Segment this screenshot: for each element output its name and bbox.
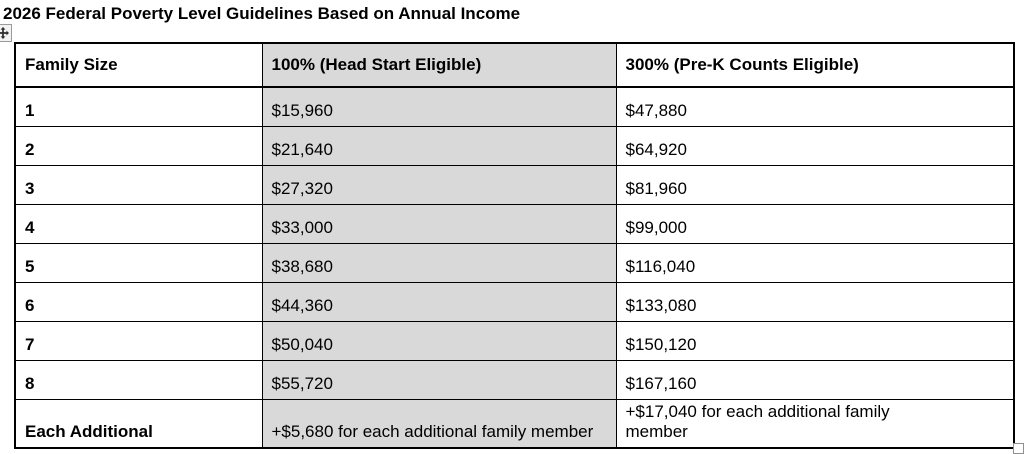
- fpl-100-cell[interactable]: $33,000: [261, 203, 617, 244]
- table-row: 1 $15,960 $47,880: [14, 86, 1015, 127]
- table-header-row: Family Size 100% (Head Start Eligible) 3…: [14, 42, 1015, 88]
- fpl-300-cell[interactable]: $64,920: [615, 125, 1015, 166]
- family-size-cell[interactable]: Each Additional: [14, 398, 263, 449]
- fpl-100-cell[interactable]: $44,360: [261, 281, 617, 322]
- fpl-100-cell[interactable]: $27,320: [261, 164, 617, 205]
- family-size-cell[interactable]: 6: [14, 281, 263, 322]
- table-row-each-additional: Each Additional +$5,680 for each additio…: [14, 398, 1015, 449]
- table-move-handle[interactable]: [0, 24, 12, 42]
- fpl-100-cell[interactable]: $55,720: [261, 359, 617, 400]
- fpl-300-cell[interactable]: $99,000: [615, 203, 1015, 244]
- family-size-cell[interactable]: 1: [14, 86, 263, 127]
- table-row: 8 $55,720 $167,160: [14, 359, 1015, 400]
- family-size-cell[interactable]: 2: [14, 125, 263, 166]
- family-size-cell[interactable]: 7: [14, 320, 263, 361]
- table-row: 3 $27,320 $81,960: [14, 164, 1015, 205]
- col-header-family-size[interactable]: Family Size: [14, 42, 263, 88]
- fpl-300-cell[interactable]: +$17,040 for each additional family memb…: [615, 398, 1015, 449]
- fpl-100-cell[interactable]: $15,960: [261, 86, 617, 127]
- fpl-300-cell[interactable]: $167,160: [615, 359, 1015, 400]
- family-size-cell[interactable]: 4: [14, 203, 263, 244]
- fpl-100-cell[interactable]: $38,680: [261, 242, 617, 283]
- poverty-guidelines-table: Family Size 100% (Head Start Eligible) 3…: [14, 42, 1015, 449]
- fpl-300-cell[interactable]: $116,040: [615, 242, 1015, 283]
- family-size-cell[interactable]: 5: [14, 242, 263, 283]
- fpl-100-additional-text: +$5,680 for each additional family membe…: [271, 421, 594, 441]
- table-row: 6 $44,360 $133,080: [14, 281, 1015, 322]
- table-row: 5 $38,680 $116,040: [14, 242, 1015, 283]
- fpl-300-additional-text: +$17,040 for each additional family memb…: [625, 401, 890, 441]
- fpl-100-cell[interactable]: $21,640: [261, 125, 617, 166]
- col-header-300-percent[interactable]: 300% (Pre-K Counts Eligible): [615, 42, 1015, 88]
- table-resize-handle[interactable]: [1013, 443, 1024, 454]
- fpl-100-cell[interactable]: $50,040: [261, 320, 617, 361]
- family-size-cell[interactable]: 3: [14, 164, 263, 205]
- fpl-100-cell[interactable]: +$5,680 for each additional family membe…: [261, 398, 617, 449]
- fpl-300-cell[interactable]: $81,960: [615, 164, 1015, 205]
- table-row: 2 $21,640 $64,920: [14, 125, 1015, 166]
- table-row: 4 $33,000 $99,000: [14, 203, 1015, 244]
- fpl-300-cell[interactable]: $133,080: [615, 281, 1015, 322]
- table-row: 7 $50,040 $150,120: [14, 320, 1015, 361]
- col-header-100-percent[interactable]: 100% (Head Start Eligible): [261, 42, 617, 88]
- move-icon: [0, 27, 9, 39]
- family-size-cell[interactable]: 8: [14, 359, 263, 400]
- fpl-300-cell[interactable]: $150,120: [615, 320, 1015, 361]
- page-title: 2026 Federal Poverty Level Guidelines Ba…: [3, 4, 521, 23]
- fpl-300-cell[interactable]: $47,880: [615, 86, 1015, 127]
